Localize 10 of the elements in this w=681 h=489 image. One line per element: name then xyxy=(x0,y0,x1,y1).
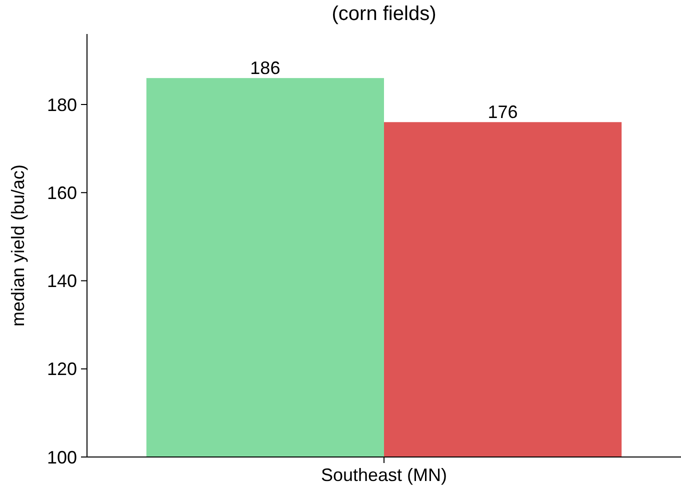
y-tick-label: 100 xyxy=(46,447,77,468)
y-axis-title: median yield (bu/ac) xyxy=(8,164,28,327)
y-tick-label: 180 xyxy=(46,94,77,115)
y-tick-label: 140 xyxy=(46,271,77,292)
chart-title: (corn fields) xyxy=(332,3,436,25)
data-label: 176 xyxy=(488,102,518,122)
x-tick-label: Southeast (MN) xyxy=(320,465,448,485)
data-label: 186 xyxy=(250,58,280,78)
y-tick-label: 120 xyxy=(46,359,77,380)
y-tick-label: 160 xyxy=(46,182,77,203)
